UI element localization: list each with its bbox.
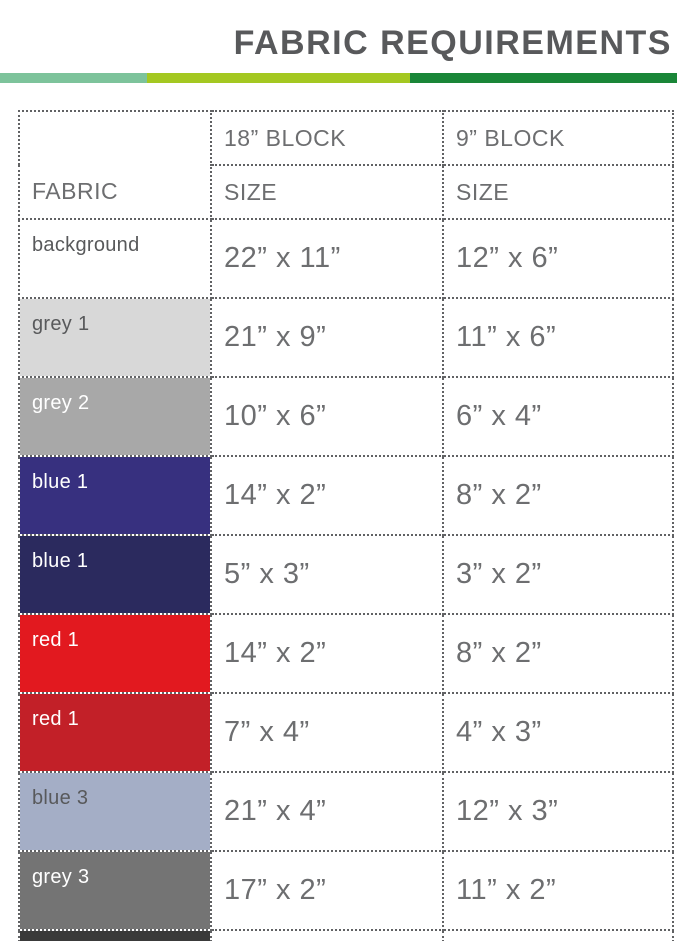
size-9-value: 8” x 2” bbox=[442, 455, 674, 536]
fabric-label: grey 2 bbox=[32, 392, 90, 414]
accent-segment-dark-green bbox=[410, 73, 677, 83]
size-9-value: 12” x 3” bbox=[442, 771, 674, 852]
size-18-value: 7” x 4” bbox=[210, 692, 444, 773]
size-9-value: 11” x 2” bbox=[442, 850, 674, 931]
fabric-swatch: red 1 bbox=[18, 613, 212, 694]
table-row-grey-3: grey 3 17” x 2” 11” x 2” bbox=[18, 850, 674, 931]
table-row-blue-3: blue 3 21” x 4” 12” x 3” bbox=[18, 771, 674, 852]
size-9-value: 12” x 6” bbox=[442, 218, 674, 299]
table-row-red-1b: red 1 7” x 4” 4” x 3” bbox=[18, 692, 674, 773]
fabric-swatch: blue 1 bbox=[18, 455, 212, 536]
fabric-swatch: blue 1 bbox=[18, 534, 212, 615]
size-18-value: 5” x 3” bbox=[210, 534, 444, 615]
fabric-label: red 1 bbox=[32, 629, 80, 651]
size-18-value: 14” x 2” bbox=[210, 455, 444, 536]
size-18-value: 10” x 6” bbox=[210, 376, 444, 457]
size-18-value: 14” x 2” bbox=[210, 613, 444, 694]
size-18-value: 10” x 2” bbox=[210, 929, 444, 941]
size-18-value: 17” x 2” bbox=[210, 850, 444, 931]
header-row-block: FABRIC 18” BLOCK 9” BLOCK bbox=[18, 110, 674, 220]
size-9-value: 6” x 2” bbox=[442, 929, 674, 941]
table-row-grey-2: grey 2 10” x 6” 6” x 4” bbox=[18, 376, 674, 457]
accent-segment-light-green bbox=[0, 73, 147, 83]
fabric-swatch: blue 3 bbox=[18, 771, 212, 852]
size-9-value: 6” x 4” bbox=[442, 376, 674, 457]
fabric-label: blue 1 bbox=[32, 550, 89, 572]
size-9-value: 4” x 3” bbox=[442, 692, 674, 773]
size-18-value: 21” x 4” bbox=[210, 771, 444, 852]
table-row-blue-1b: blue 1 5” x 3” 3” x 2” bbox=[18, 534, 674, 615]
accent-segment-yellow-green bbox=[147, 73, 410, 83]
block-18-header: 18” BLOCK bbox=[210, 110, 444, 166]
page-title: FABRIC REQUIREMENTS bbox=[233, 24, 672, 62]
fabric-swatch: grey 1 bbox=[18, 297, 212, 378]
block-9-header: 9” BLOCK bbox=[442, 110, 674, 166]
table-row-red-1a: red 1 14” x 2” 8” x 2” bbox=[18, 613, 674, 694]
size-9-value: 8” x 2” bbox=[442, 613, 674, 694]
header-row-size: SIZE SIZE bbox=[19, 164, 674, 220]
table-row-blue-1a: blue 1 14” x 2” 8” x 2” bbox=[18, 455, 674, 536]
fabric-swatch: background bbox=[18, 218, 212, 299]
fabric-label: blue 1 bbox=[32, 471, 89, 493]
fabric-swatch: grey 2 bbox=[18, 376, 212, 457]
fabric-label: red 1 bbox=[32, 708, 80, 730]
fabric-label: background bbox=[32, 234, 140, 256]
fabric-swatch: grey 4 bbox=[18, 929, 212, 941]
fabric-label: grey 1 bbox=[32, 313, 90, 335]
table-row-grey-4: grey 4 10” x 2” 6” x 2” bbox=[18, 929, 674, 941]
size-9-value: 3” x 2” bbox=[442, 534, 674, 615]
fabric-swatch: grey 3 bbox=[18, 850, 212, 931]
fabric-label: grey 3 bbox=[32, 866, 90, 888]
accent-bar bbox=[0, 73, 677, 83]
fabric-label: blue 3 bbox=[32, 787, 89, 809]
size-18-value: 22” x 11” bbox=[210, 218, 444, 299]
fabric-requirements-table: FABRIC 18” BLOCK 9” BLOCK SIZE SIZE back… bbox=[18, 110, 674, 941]
table-row-background: background 22” x 11” 12” x 6” bbox=[18, 218, 674, 299]
size-9-value: 11” x 6” bbox=[442, 297, 674, 378]
fabric-swatch: red 1 bbox=[18, 692, 212, 773]
size-9-header: SIZE bbox=[442, 164, 674, 220]
fabric-column-header: FABRIC bbox=[18, 110, 212, 220]
size-18-header: SIZE bbox=[210, 164, 444, 220]
table-row-grey-1: grey 1 21” x 9” 11” x 6” bbox=[18, 297, 674, 378]
size-18-value: 21” x 9” bbox=[210, 297, 444, 378]
